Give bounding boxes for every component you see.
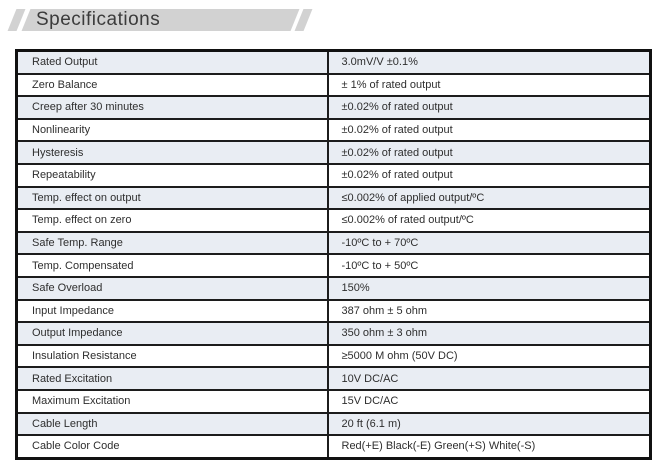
spec-label: Safe Overload: [16, 275, 329, 300]
spec-label: Temp. effect on zero: [16, 208, 329, 232]
spec-value: ±0.02% of rated output: [327, 162, 651, 187]
spec-value: 350 ohm ± 3 ohm: [327, 321, 651, 345]
spec-label: Repeatability: [16, 162, 329, 187]
spec-row: Output Impedance 350 ohm ± 3 ohm: [16, 321, 651, 345]
spec-value: 3.0mV/V ±0.1%: [327, 50, 651, 74]
page-title: Specifications: [36, 9, 161, 30]
spec-label: Rated Output: [16, 50, 329, 74]
spec-label: Insulation Resistance: [16, 343, 329, 368]
spec-value: Red(+E) Black(-E) Green(+S) White(-S): [327, 434, 651, 459]
spec-row: Safe Temp. Range -10ºC to + 70ºC: [16, 230, 651, 255]
spec-label: Nonlinearity: [16, 117, 329, 142]
spec-row: Temp. effect on zero ≤0.002% of rated out…: [16, 208, 651, 232]
spec-value: -10ºC to + 70ºC: [327, 230, 651, 255]
spec-value: 150%: [327, 275, 651, 300]
spec-value: ±0.02% of rated output: [327, 117, 651, 142]
banner-slash-divider: [290, 9, 304, 31]
spec-value: ±0.02% of rated output: [327, 140, 651, 164]
spec-value: ≤0.002% of rated output/ºC: [327, 208, 651, 232]
spec-row: Cable Length 20 ft (6.1 m): [16, 411, 651, 436]
spec-label: Temp. effect on output: [16, 185, 329, 210]
spec-row: Insulation Resistance ≥5000 M ohm (50V DC…: [16, 343, 651, 368]
spec-row: Temp. Compensated -10ºC to + 50ºC: [16, 253, 651, 277]
specifications-table: Rated Output 3.0mV/V ±0.1% Zero Balance ± 1…: [15, 49, 652, 460]
spec-label: Cable Length: [16, 411, 329, 436]
spec-value: ± 1% of rated output: [327, 72, 651, 97]
specifications-table-body: Rated Output 3.0mV/V ±0.1% Zero Balance ± 1…: [16, 50, 651, 459]
spec-row: Rated Excitation 10V DC/AC: [16, 366, 651, 390]
spec-label: Hysteresis: [16, 140, 329, 164]
spec-row: Rated Output 3.0mV/V ±0.1%: [16, 50, 651, 74]
spec-label: Temp. Compensated: [16, 253, 329, 277]
spec-row: Input Impedance 387 ohm ± 5 ohm: [16, 298, 651, 323]
spec-label: Creep after 30 minutes: [16, 95, 329, 119]
spec-row: Cable Color Code Red(+E) Black(-E) Green(…: [16, 434, 651, 459]
spec-value: 10V DC/AC: [327, 366, 651, 390]
spec-row: Temp. effect on output ≤0.002% of applied…: [16, 185, 651, 210]
section-banner: Specifications: [7, 9, 320, 31]
spec-label: Input Impedance: [16, 298, 329, 323]
spec-row: Creep after 30 minutes ±0.02% of rated ou…: [16, 95, 651, 119]
spec-label: Maximum Excitation: [16, 388, 329, 413]
spec-row: Safe Overload 150%: [16, 275, 651, 300]
spec-row: Zero Balance ± 1% of rated output: [16, 72, 651, 97]
spec-label: Output Impedance: [16, 321, 329, 345]
spec-row: Hysteresis ±0.02% of rated output: [16, 140, 651, 164]
spec-value: 387 ohm ± 5 ohm: [327, 298, 651, 323]
spec-value: ≤0.002% of applied output/ºC: [327, 185, 651, 210]
spec-label: Cable Color Code: [16, 434, 329, 459]
spec-row: Repeatability ±0.02% of rated output: [16, 162, 651, 187]
spec-value: 20 ft (6.1 m): [327, 411, 651, 436]
spec-value: 15V DC/AC: [327, 388, 651, 413]
spec-value: ±0.02% of rated output: [327, 95, 651, 119]
spec-label: Zero Balance: [16, 72, 329, 97]
spec-value: ≥5000 M ohm (50V DC): [327, 343, 651, 368]
spec-label: Safe Temp. Range: [16, 230, 329, 255]
spec-label: Rated Excitation: [16, 366, 329, 390]
spec-row: Nonlinearity ±0.02% of rated output: [16, 117, 651, 142]
spec-value: -10ºC to + 50ºC: [327, 253, 651, 277]
spec-row: Maximum Excitation 15V DC/AC: [16, 388, 651, 413]
